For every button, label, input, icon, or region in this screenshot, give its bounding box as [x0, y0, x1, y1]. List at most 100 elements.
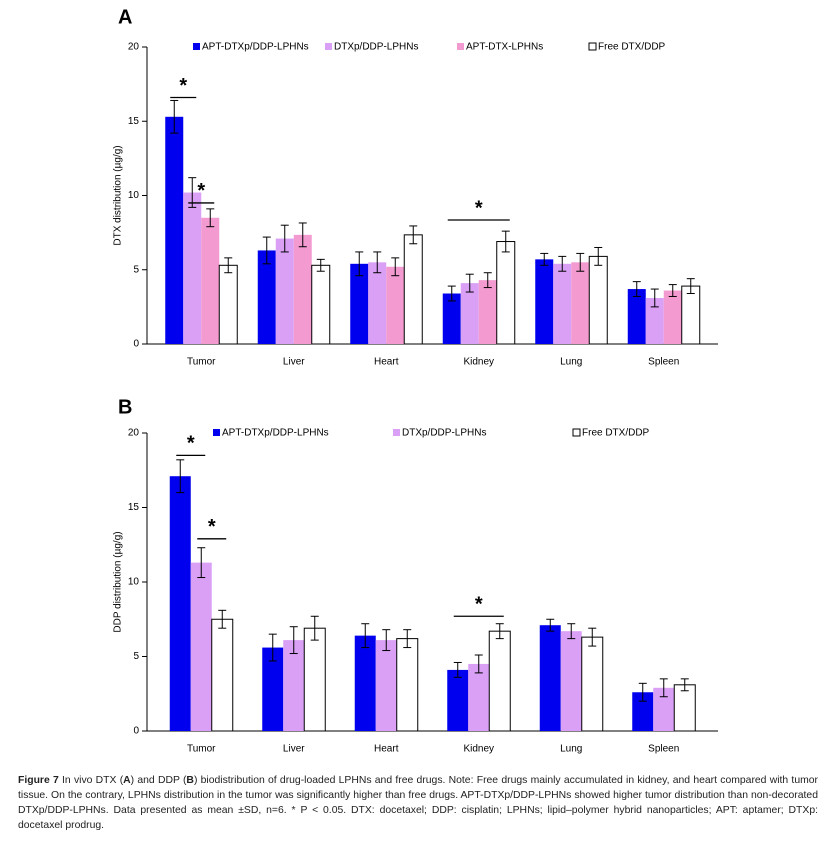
bar — [211, 618, 234, 732]
bar — [303, 627, 326, 732]
caption: Figure 7 In vivo DTX (A) and DDP (B) bio… — [18, 773, 818, 833]
x-tick-label: Lung — [560, 357, 582, 368]
error-bar — [280, 224, 289, 253]
error-bar — [316, 258, 325, 272]
legend-label: APT-DTXp/DDP-LPHNs — [222, 428, 329, 439]
legend-label: Free DTX/DDP — [598, 42, 666, 53]
error-bar — [483, 272, 492, 289]
bar — [350, 263, 369, 344]
bar — [571, 262, 590, 344]
bar — [627, 289, 646, 344]
legend-swatch — [213, 429, 220, 436]
y-tick-label: 20 — [128, 42, 140, 53]
bar — [275, 238, 294, 344]
error-bar — [262, 236, 271, 265]
error-bar — [650, 288, 659, 308]
y-axis-label: DDP distribution (µg/g) — [113, 531, 124, 632]
bar — [283, 640, 305, 731]
y-tick-label: 15 — [128, 116, 140, 127]
significance-mark: * — [179, 75, 187, 97]
bar — [386, 266, 405, 344]
bar — [368, 262, 387, 344]
bar — [354, 635, 376, 731]
error-bar — [632, 281, 641, 297]
error-bar — [373, 251, 382, 274]
legend-label: DTXp/DDP-LPHNs — [334, 42, 418, 53]
bar — [663, 290, 682, 344]
error-bar — [540, 252, 549, 266]
bar — [293, 234, 312, 344]
significance-mark: * — [187, 433, 195, 455]
legend-label: APT-DTXp/DDP-LPHNs — [202, 42, 309, 53]
error-bar — [546, 618, 555, 632]
panel-label: A — [118, 6, 132, 28]
x-tick-label: Spleen — [648, 744, 679, 755]
x-tick-label: Heart — [374, 744, 399, 755]
y-tick-label: 20 — [128, 428, 140, 439]
bar — [478, 280, 497, 344]
error-bar — [668, 284, 677, 297]
bar — [581, 636, 604, 732]
caption-bold: Figure 7 — [18, 775, 59, 786]
x-tick-label: Tumor — [187, 357, 216, 368]
error-bar — [268, 633, 277, 662]
error-bar — [176, 459, 185, 494]
bar — [396, 638, 419, 732]
error-bar — [576, 252, 585, 272]
panel-label: B — [118, 396, 132, 418]
bar — [257, 250, 276, 344]
legend-label: APT-DTX-LPHNs — [466, 42, 543, 53]
error-bar — [197, 547, 206, 579]
error-bar — [588, 627, 597, 647]
chart: A DTX distribution (µg/g) 0 5 10 15 20 Tumor Liv… — [113, 6, 718, 755]
x-tick-label: Kidney — [463, 744, 494, 755]
legend-label: Free DTX/DDP — [582, 428, 650, 439]
legend-swatch — [588, 42, 597, 51]
significance-mark: * — [208, 516, 216, 538]
x-tick-label: Heart — [374, 357, 399, 368]
bar — [588, 255, 608, 345]
x-tick-label: Liver — [283, 744, 305, 755]
significance-mark: * — [475, 594, 483, 616]
bar — [553, 263, 572, 344]
legend-swatch — [325, 43, 332, 50]
error-bar — [501, 230, 510, 253]
error-bar — [218, 609, 227, 629]
x-tick-label: Lung — [560, 744, 582, 755]
bar — [673, 684, 696, 732]
caption-text: In vivo DTX ( — [58, 775, 124, 786]
error-bar — [355, 251, 364, 277]
error-bar — [686, 278, 695, 295]
bar — [496, 241, 516, 345]
bar — [488, 630, 511, 732]
legend-swatch — [393, 429, 400, 436]
error-bar — [558, 255, 567, 272]
y-tick-label: 10 — [128, 190, 140, 201]
bar — [535, 259, 554, 344]
x-tick-label: Tumor — [187, 744, 216, 755]
error-bar — [465, 273, 474, 293]
y-axis-label: DTX distribution (µg/g) — [113, 145, 124, 245]
bar — [262, 647, 284, 731]
bar — [442, 293, 461, 344]
error-bar — [659, 678, 668, 698]
error-bar — [447, 285, 456, 302]
legend-swatch — [457, 43, 464, 50]
bar — [165, 116, 184, 344]
caption-bold: A — [123, 775, 131, 786]
bar — [539, 625, 561, 731]
bar — [311, 264, 331, 345]
legend-swatch — [572, 428, 581, 437]
bar — [403, 234, 423, 345]
caption-text: ) biodistribution of drug-loaded LPHNs a… — [18, 775, 818, 831]
error-bar — [170, 99, 179, 134]
significance-mark: * — [197, 180, 205, 202]
bar — [218, 264, 238, 345]
error-bar — [361, 623, 370, 649]
bar — [681, 285, 701, 345]
error-bar — [206, 208, 215, 228]
bar — [447, 669, 469, 731]
y-tick-label: 0 — [133, 339, 139, 350]
x-tick-label: Kidney — [463, 357, 494, 368]
